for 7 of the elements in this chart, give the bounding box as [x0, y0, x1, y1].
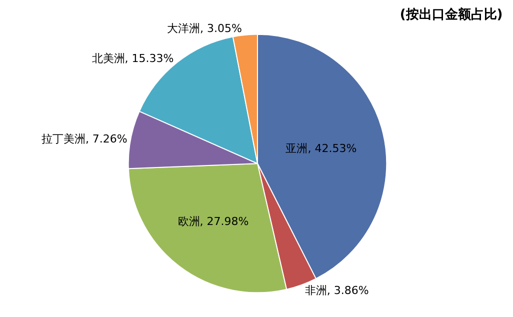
- slice-label: 亚洲, 42.53%: [286, 142, 357, 155]
- slice-label: 拉丁美洲, 7.26%: [41, 132, 128, 146]
- slice-label: 大洋洲, 3.05%: [166, 22, 242, 35]
- slice-label: 非洲, 3.86%: [304, 284, 369, 298]
- slice-label: 北美洲, 15.33%: [92, 52, 174, 66]
- slice-label: 欧洲, 27.98%: [178, 215, 249, 228]
- text: (按出口金额占比): [400, 6, 503, 23]
